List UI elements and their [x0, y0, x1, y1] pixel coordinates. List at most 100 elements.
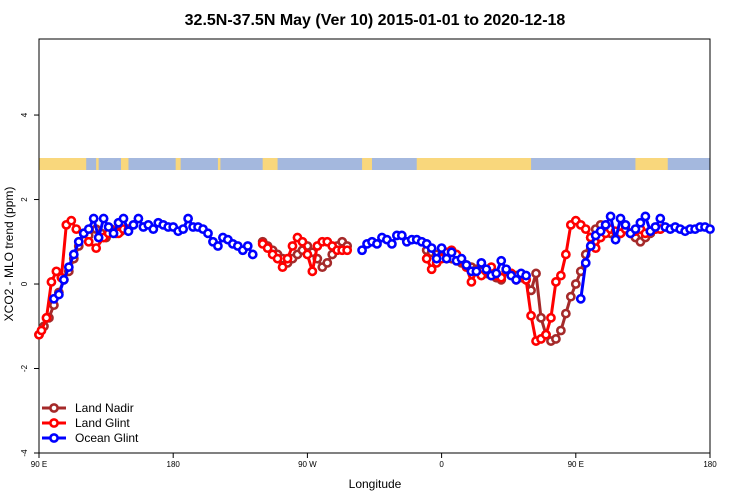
- land-segment: [175, 158, 181, 170]
- data-point: [372, 238, 382, 249]
- data-point: [247, 249, 258, 260]
- data-point: [570, 279, 581, 289]
- data-point: [36, 325, 47, 336]
- data-point: [531, 268, 541, 279]
- series-line: [426, 223, 661, 343]
- data-point: [436, 243, 447, 254]
- data-point: [615, 213, 626, 224]
- data-point: [536, 312, 546, 323]
- data-point: [426, 243, 437, 254]
- chart-title: 32.5N-37.5N May (Ver 10) 2015-01-01 to 2…: [185, 12, 566, 29]
- land-ocean-strip: [39, 158, 710, 170]
- data-point: [580, 257, 591, 268]
- series-group: [34, 211, 715, 346]
- legend-label: Land Nadir: [75, 401, 134, 415]
- data-point: [71, 224, 82, 235]
- data-point: [635, 217, 646, 228]
- land-segment: [635, 158, 668, 170]
- y-axis-label: XCO2 - MLO trend (ppm): [2, 187, 16, 322]
- legend-marker: [49, 403, 59, 413]
- data-point: [585, 241, 596, 251]
- data-point: [213, 241, 223, 251]
- data-point: [511, 274, 522, 285]
- data-point: [93, 232, 104, 243]
- data-point: [357, 245, 367, 256]
- land-segment: [121, 158, 129, 170]
- data-point: [575, 293, 586, 304]
- data-point: [53, 289, 64, 300]
- data-point: [98, 213, 109, 224]
- data-point: [580, 224, 591, 235]
- data-point: [322, 257, 333, 268]
- data-point: [640, 211, 651, 222]
- ocean-band: [39, 158, 710, 170]
- x-tick-label: 90 W: [298, 460, 317, 469]
- x-tick-label: 180: [703, 460, 717, 469]
- data-point: [481, 264, 492, 275]
- plot-frame: [38, 38, 711, 454]
- data-point: [83, 236, 94, 247]
- series-land-glint: [34, 215, 666, 346]
- data-point: [242, 241, 253, 251]
- x-tick-label: 90 E: [568, 460, 584, 469]
- data-point: [58, 274, 69, 285]
- data-point: [91, 243, 102, 254]
- data-point: [705, 224, 715, 235]
- data-point: [83, 224, 94, 235]
- data-point: [282, 253, 293, 264]
- data-point: [595, 226, 606, 237]
- land-segment: [39, 158, 87, 170]
- land-segment: [262, 158, 278, 170]
- y-tick-label: -4: [20, 449, 29, 457]
- data-point: [272, 253, 283, 264]
- y-tick-label: 4: [20, 112, 29, 117]
- data-point: [456, 253, 467, 264]
- data-point: [123, 226, 134, 237]
- data-point: [441, 253, 452, 264]
- data-point: [471, 266, 482, 277]
- data-point: [650, 222, 661, 232]
- data-point: [128, 219, 139, 230]
- series-ocean-glint: [49, 211, 715, 304]
- data-point: [386, 238, 397, 249]
- data-point: [496, 255, 507, 266]
- y-tick-label: 0: [20, 281, 29, 286]
- data-point: [466, 277, 477, 287]
- data-point: [103, 222, 114, 232]
- data-point: [426, 264, 437, 275]
- data-point: [41, 312, 52, 323]
- data-point: [551, 334, 561, 344]
- x-axis: 90 E 180 90 W 0 90 E 180: [31, 453, 717, 469]
- x-tick-label: 90 E: [31, 460, 47, 469]
- legend-marker: [49, 433, 59, 443]
- data-point: [342, 245, 353, 256]
- data-point: [501, 264, 512, 275]
- legend-label: Ocean Glint: [75, 431, 139, 445]
- y-tick-label: 2: [20, 197, 29, 202]
- data-point: [297, 236, 308, 247]
- land-segment: [217, 158, 221, 170]
- data-point: [565, 291, 576, 302]
- y-axis: -4 -2 0 2 4: [20, 112, 39, 457]
- data-point: [63, 262, 74, 273]
- land-segment: [416, 158, 532, 170]
- data-point: [546, 312, 556, 323]
- data-point: [461, 260, 472, 270]
- data-point: [560, 308, 571, 319]
- land-segment: [96, 158, 99, 170]
- data-point: [476, 257, 487, 268]
- data-point: [203, 228, 213, 239]
- land-segment: [362, 158, 373, 170]
- data-point: [108, 228, 119, 239]
- data-point: [148, 224, 159, 235]
- data-point: [655, 213, 666, 224]
- data-point: [555, 325, 566, 336]
- data-point: [526, 310, 536, 321]
- data-point: [555, 270, 566, 281]
- data-point: [396, 230, 407, 241]
- legend-label: Land Glint: [75, 416, 130, 430]
- data-point: [133, 213, 144, 224]
- data-point: [541, 329, 551, 340]
- y-tick-label: -2: [20, 364, 29, 372]
